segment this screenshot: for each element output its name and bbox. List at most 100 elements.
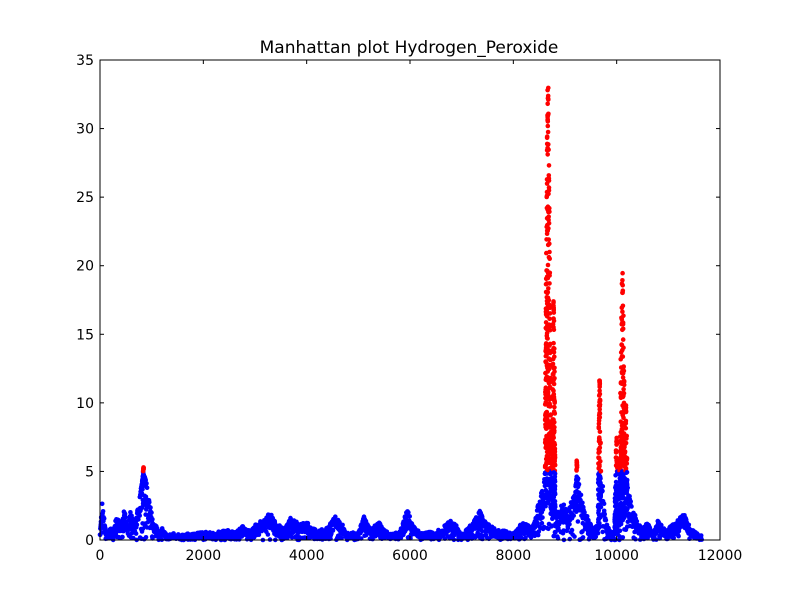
data-point xyxy=(620,278,625,283)
data-point xyxy=(138,486,144,491)
data-point xyxy=(406,510,411,515)
data-point xyxy=(544,449,550,455)
data-point xyxy=(552,474,558,479)
data-point xyxy=(543,375,549,381)
data-points xyxy=(97,85,704,543)
data-point xyxy=(551,381,557,387)
data-point xyxy=(597,402,603,407)
data-point xyxy=(623,440,629,446)
y-tick-label: 20 xyxy=(76,259,94,275)
data-point xyxy=(612,513,618,518)
data-point xyxy=(545,101,550,107)
data-point xyxy=(143,535,149,540)
data-point xyxy=(596,504,601,509)
data-point xyxy=(544,298,550,304)
data-point xyxy=(542,471,548,476)
data-point xyxy=(550,387,555,392)
data-point xyxy=(620,309,625,315)
data-point xyxy=(671,535,676,541)
data-point xyxy=(551,349,557,355)
data-point xyxy=(547,327,553,333)
data-point xyxy=(546,209,551,215)
y-tick-label: 0 xyxy=(85,533,94,549)
data-point xyxy=(618,489,623,494)
data-point xyxy=(540,515,545,520)
data-point xyxy=(620,412,625,418)
x-axis: 0 2000 4000 6000 8000 10000 12000 xyxy=(96,60,743,564)
data-point xyxy=(569,527,575,533)
data-point xyxy=(545,123,551,129)
data-point xyxy=(552,369,557,374)
data-point xyxy=(545,417,550,422)
data-point xyxy=(305,520,311,526)
data-point xyxy=(622,476,628,482)
data-point xyxy=(629,504,634,509)
data-point xyxy=(547,425,553,430)
data-point xyxy=(621,387,626,392)
data-point xyxy=(550,394,555,399)
x-tick-label: 12000 xyxy=(698,548,743,564)
data-point xyxy=(546,217,551,223)
data-point xyxy=(578,492,584,498)
data-point xyxy=(597,521,602,526)
data-point xyxy=(545,152,550,157)
data-point xyxy=(532,530,538,535)
data-point xyxy=(546,85,551,91)
data-point xyxy=(613,450,619,455)
data-point xyxy=(549,523,555,528)
data-point xyxy=(544,314,550,319)
data-point xyxy=(134,522,140,528)
data-point xyxy=(596,393,602,398)
data-point xyxy=(620,375,626,380)
data-point xyxy=(588,523,594,529)
data-point xyxy=(545,289,551,295)
data-point xyxy=(101,516,107,521)
data-point xyxy=(598,494,603,500)
data-point xyxy=(596,447,602,452)
data-point xyxy=(543,281,549,287)
data-point xyxy=(595,530,601,536)
data-point xyxy=(142,475,148,481)
data-point xyxy=(551,459,557,465)
data-point xyxy=(543,410,549,416)
data-point xyxy=(574,461,580,467)
data-point xyxy=(571,513,576,518)
y-axis: 0 5 10 15 20 25 30 35 xyxy=(76,53,720,549)
y-tick-label: 25 xyxy=(76,190,94,206)
x-tick-label: 6000 xyxy=(392,548,428,564)
data-point xyxy=(698,533,704,538)
data-point xyxy=(545,96,551,101)
data-point xyxy=(617,528,623,534)
data-point xyxy=(620,270,625,276)
data-point xyxy=(597,382,602,388)
data-point xyxy=(546,286,551,291)
data-point xyxy=(546,142,551,147)
data-point xyxy=(544,134,550,139)
data-point xyxy=(551,470,557,475)
data-point xyxy=(547,311,553,316)
data-point xyxy=(552,411,558,416)
data-point xyxy=(545,129,551,135)
data-point xyxy=(619,472,625,477)
data-point xyxy=(544,352,549,358)
data-point xyxy=(551,318,557,324)
x-tick-label: 8000 xyxy=(496,548,532,564)
data-point xyxy=(523,535,528,541)
data-point xyxy=(551,299,556,304)
data-point xyxy=(545,364,550,370)
data-point xyxy=(600,529,605,535)
data-point xyxy=(596,421,602,427)
x-tick-label: 2000 xyxy=(186,548,222,564)
data-point xyxy=(574,467,579,472)
data-point xyxy=(617,464,622,469)
data-point xyxy=(544,181,550,186)
data-point xyxy=(544,295,550,300)
data-point xyxy=(623,480,629,486)
data-point xyxy=(141,465,146,471)
data-point xyxy=(133,531,139,536)
data-point xyxy=(547,256,552,262)
data-point xyxy=(550,478,555,484)
data-point xyxy=(539,520,545,526)
data-point xyxy=(546,526,551,532)
data-point xyxy=(567,536,573,542)
